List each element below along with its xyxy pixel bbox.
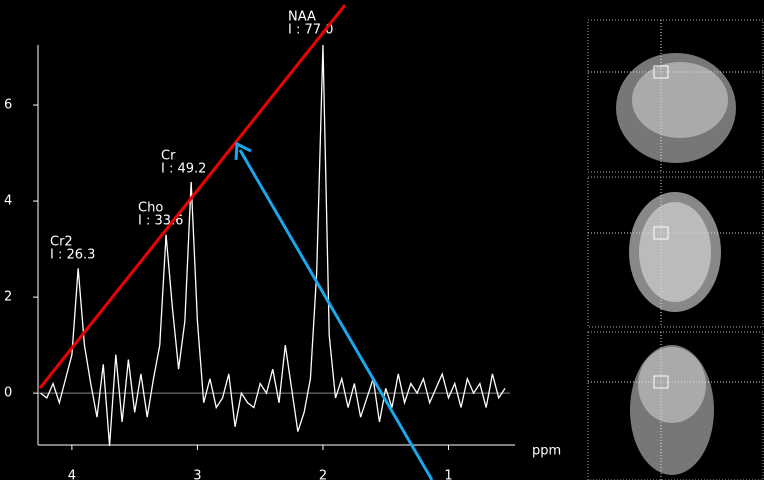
mri-brain [632, 62, 728, 138]
x-tick-label: 2 [319, 469, 327, 480]
x-tick-label: 3 [193, 469, 201, 480]
y-tick-label: 0 [4, 386, 12, 401]
peak-integral: I : 49.2 [161, 162, 206, 177]
y-tick-label: 4 [4, 194, 12, 209]
y-tick-label: 6 [4, 98, 12, 113]
blue-arrow [240, 150, 432, 480]
mri-brain [638, 347, 706, 423]
red-annotation-line [40, 5, 345, 388]
peak-integral: I : 26.3 [50, 248, 95, 263]
chart: ppm 02464321Cr2I : 26.3ChoI : 33.6CrI : … [0, 0, 764, 480]
x-tick-label: 4 [68, 469, 76, 480]
x-tick-label: 1 [444, 469, 452, 480]
page: ppm 02464321Cr2I : 26.3ChoI : 33.6CrI : … [0, 0, 764, 480]
x-axis-label: ppm [532, 444, 561, 459]
spectrum-line [41, 45, 505, 446]
y-tick-label: 2 [4, 290, 12, 305]
mri-brain [639, 202, 711, 302]
